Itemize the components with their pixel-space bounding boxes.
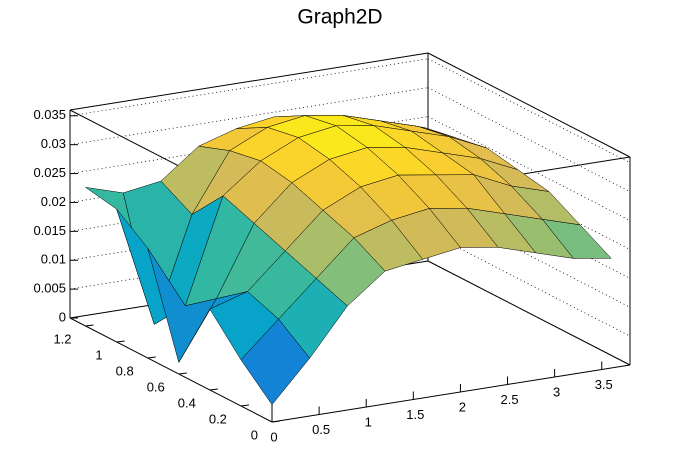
y-tick-label: 0.2 xyxy=(209,411,227,426)
z-tick-label: 0.005 xyxy=(33,281,66,296)
x-tick-label: 1 xyxy=(365,414,372,429)
z-tick-label: 0.035 xyxy=(33,107,66,122)
y-tick xyxy=(116,340,125,343)
x-tick-label: 3 xyxy=(553,384,560,399)
x-axis xyxy=(271,364,631,423)
y-tick-label: 1.2 xyxy=(53,331,71,346)
y-tick-label: 0.8 xyxy=(116,363,134,378)
y-tick-label: 0.4 xyxy=(178,395,196,410)
chart-title: Graph2D xyxy=(297,6,382,29)
z-tick-label: 0.03 xyxy=(41,136,66,151)
z-tick-label: 0.015 xyxy=(33,223,66,238)
grid-line xyxy=(69,260,429,319)
z-tick-label: 0 xyxy=(59,309,66,324)
x-tick-label: 0.5 xyxy=(312,422,330,437)
x-tick-label: 3.5 xyxy=(595,377,613,392)
surface-cell xyxy=(240,318,311,406)
y-tick xyxy=(240,404,249,407)
grid-line xyxy=(69,87,429,146)
z-tick-label: 0.01 xyxy=(41,252,66,267)
z-tick-label: 0.025 xyxy=(33,165,66,180)
y-tick xyxy=(178,372,187,375)
y-tick xyxy=(147,356,156,359)
x-tick-label: 2 xyxy=(459,399,466,414)
y-axis xyxy=(69,317,273,423)
y-tick-label: 1 xyxy=(95,347,102,362)
y-tick-label: 0 xyxy=(251,427,258,442)
x-tick-label: 1.5 xyxy=(406,407,424,422)
z-tick-label: 0.02 xyxy=(41,194,66,209)
grid-line xyxy=(69,58,429,117)
box-edge xyxy=(427,52,631,158)
grid-line xyxy=(69,231,429,290)
y-tick xyxy=(209,388,218,391)
grid-line xyxy=(69,202,429,261)
box-edge xyxy=(427,260,631,366)
y-tick xyxy=(85,324,94,327)
x-tick-label: 2.5 xyxy=(500,392,518,407)
x-tick-label: 0 xyxy=(270,429,277,444)
box-edge xyxy=(69,52,429,111)
y-tick-label: 0.6 xyxy=(147,379,165,394)
grid-line xyxy=(69,116,429,174)
